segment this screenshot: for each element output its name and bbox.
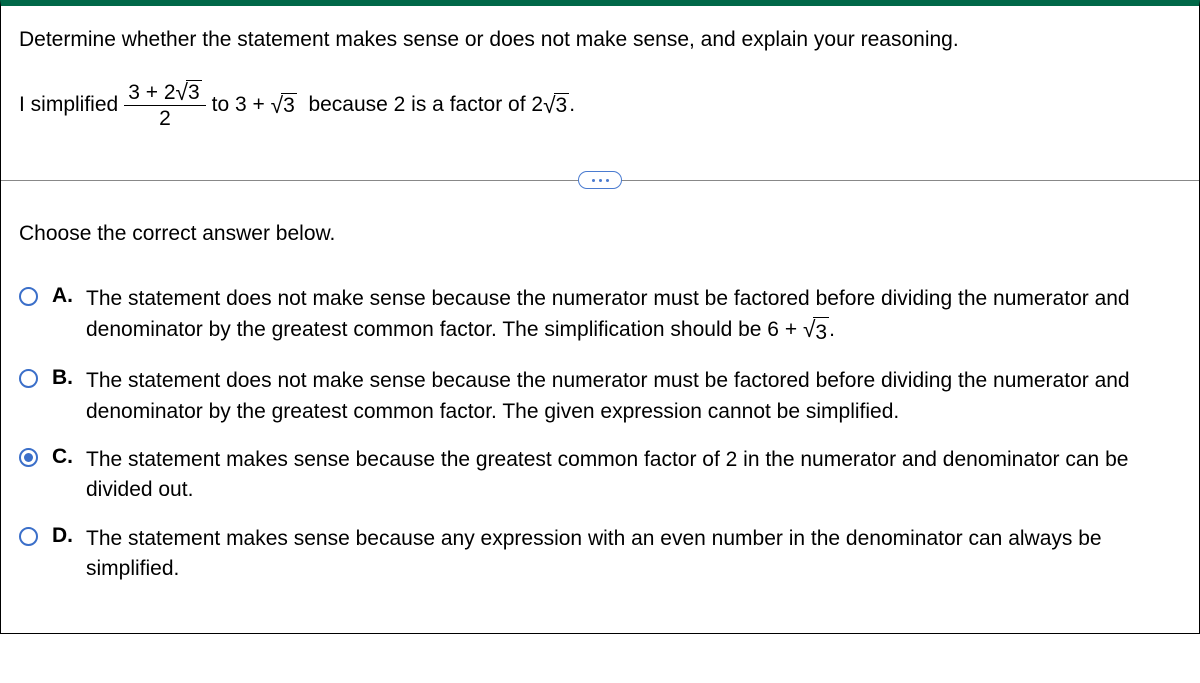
sqrt-tail: √3 <box>543 93 569 118</box>
option-text-post: . <box>829 318 835 341</box>
option-row: B. The statement does not make sense beca… <box>19 366 1181 427</box>
option-text-pre: The statement does not make sense becaus… <box>86 369 1130 422</box>
option-radio[interactable] <box>19 527 38 546</box>
options-list: A. The statement does not make sense beca… <box>19 284 1181 585</box>
section-divider <box>1 170 1199 190</box>
option-radio[interactable] <box>19 448 38 467</box>
radical-icon: √ <box>543 94 555 119</box>
statement-mid1: to 3 + <box>212 93 265 117</box>
question-block: Determine whether the statement makes se… <box>1 6 1199 130</box>
option-radio[interactable] <box>19 369 38 388</box>
option-row: C. The statement makes sense because the … <box>19 445 1181 506</box>
option-letter: A. <box>52 284 76 308</box>
statement-end: . <box>569 93 575 117</box>
option-text: The statement does not make sense becaus… <box>86 284 1181 348</box>
option-letter: D. <box>52 524 76 548</box>
dot-icon <box>592 179 595 182</box>
radical-icon: √ <box>271 94 283 119</box>
option-letter: C. <box>52 445 76 469</box>
radical-icon: √ <box>176 81 188 105</box>
option-row: A. The statement does not make sense beca… <box>19 284 1181 348</box>
option-text: The statement makes sense because the gr… <box>86 445 1181 506</box>
dot-icon <box>599 179 602 182</box>
option-letter: B. <box>52 366 76 390</box>
option-text: The statement does not make sense becaus… <box>86 366 1181 427</box>
answer-block: Choose the correct answer below. A. The s… <box>1 222 1199 633</box>
sqrt-result: √3 <box>271 93 297 118</box>
statement-prefix: I simplified <box>19 93 118 117</box>
numerator-radicand: 3 <box>186 80 202 104</box>
option-text-pre: The statement makes sense because the gr… <box>86 448 1128 501</box>
question-statement: I simplified 3 + 2√3 2 to 3 + √3 because… <box>19 80 1181 130</box>
option-radio[interactable] <box>19 287 38 306</box>
expand-button[interactable] <box>578 171 622 189</box>
fraction-numerator: 3 + 2√3 <box>124 80 205 105</box>
sqrt-option: √3 <box>803 317 829 348</box>
sqrt-numerator: √3 <box>176 80 202 104</box>
option-row: D. The statement makes sense because any … <box>19 524 1181 585</box>
option-text-pre: The statement does not make sense becaus… <box>86 287 1130 340</box>
question-prompt: Determine whether the statement makes se… <box>19 28 1181 52</box>
dot-icon <box>606 179 609 182</box>
result-radicand: 3 <box>281 93 297 118</box>
option-radicand: 3 <box>813 317 829 348</box>
choose-label: Choose the correct answer below. <box>19 222 1181 246</box>
fraction-expression: 3 + 2√3 2 <box>124 80 205 130</box>
fraction-denominator: 2 <box>124 105 205 130</box>
numerator-plain: 3 + 2 <box>128 81 175 104</box>
radical-icon: √ <box>803 318 815 349</box>
option-text: The statement makes sense because any ex… <box>86 524 1181 585</box>
statement-mid2: because 2 is a factor of 2 <box>308 93 543 117</box>
question-page: Determine whether the statement makes se… <box>0 0 1200 634</box>
option-text-pre: The statement makes sense because any ex… <box>86 527 1102 580</box>
